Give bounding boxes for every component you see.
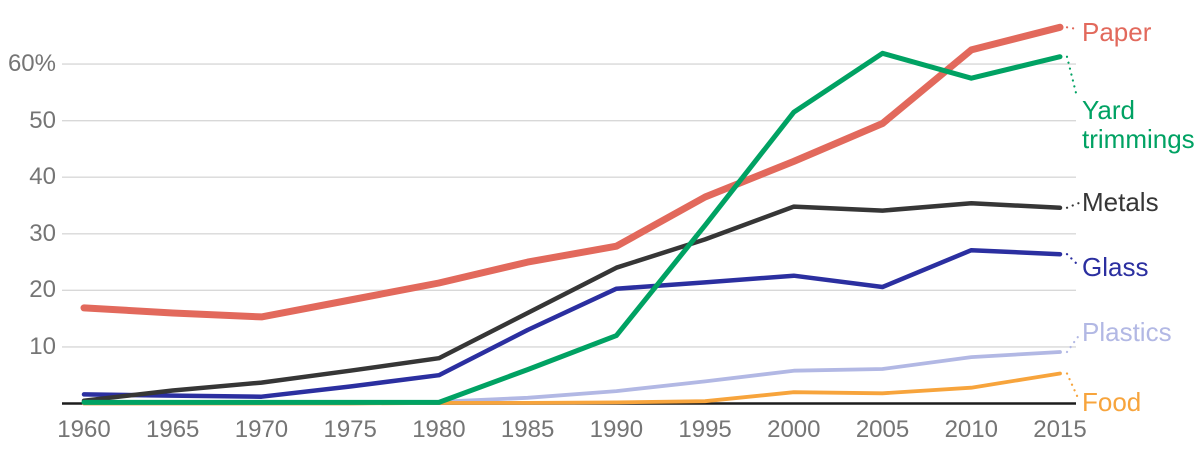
x-axis-tick-label: 1965 (146, 416, 200, 443)
metals-leader-line (1065, 201, 1081, 209)
series-label-metals: Metals (1082, 187, 1159, 217)
x-axis-tick-label: 1970 (234, 416, 289, 443)
y-axis-tick-label: 50 (29, 106, 56, 134)
metals-line (81, 200, 1063, 403)
series-label-yard: Yard trimmings (1082, 95, 1195, 154)
y-axis-tick-label: 60% (7, 50, 56, 78)
series-label-paper: Paper (1082, 17, 1152, 47)
plastics-leader-line (1065, 332, 1082, 354)
x-axis-tick-label: 2000 (767, 416, 821, 443)
glass-line (81, 247, 1063, 399)
x-axis-tick-label: 1990 (589, 416, 644, 443)
x-axis-tick-label: 1980 (412, 416, 466, 443)
x-axis-tick-label: 1975 (323, 416, 377, 443)
paper-line (80, 23, 1064, 321)
x-axis-tick-label: 2010 (944, 416, 998, 443)
y-axis-tick-label: 40 (29, 163, 56, 191)
x-axis-tick-label: 1995 (678, 416, 732, 443)
food-leader-line (1065, 372, 1080, 400)
food-line (82, 371, 1062, 406)
x-axis-tick-label: 1960 (57, 416, 111, 443)
series-label-plastics: Plastics (1082, 317, 1172, 347)
x-axis-tick-label: 1985 (500, 416, 555, 443)
series-label-glass: Glass (1082, 252, 1149, 282)
y-axis-tick-label: 10 (29, 332, 56, 360)
paper-leader-line (1065, 26, 1079, 31)
y-axis-tick-label: 20 (29, 276, 56, 304)
x-axis-tick-label: 2005 (855, 416, 910, 443)
y-axis-tick-label: 30 (29, 219, 56, 247)
yard-line (81, 50, 1063, 405)
yard-leader-line (1065, 55, 1079, 99)
series-label-food: Food (1082, 387, 1142, 417)
glass-leader-line (1065, 253, 1081, 268)
x-axis-tick-label: 2015 (1033, 416, 1087, 443)
